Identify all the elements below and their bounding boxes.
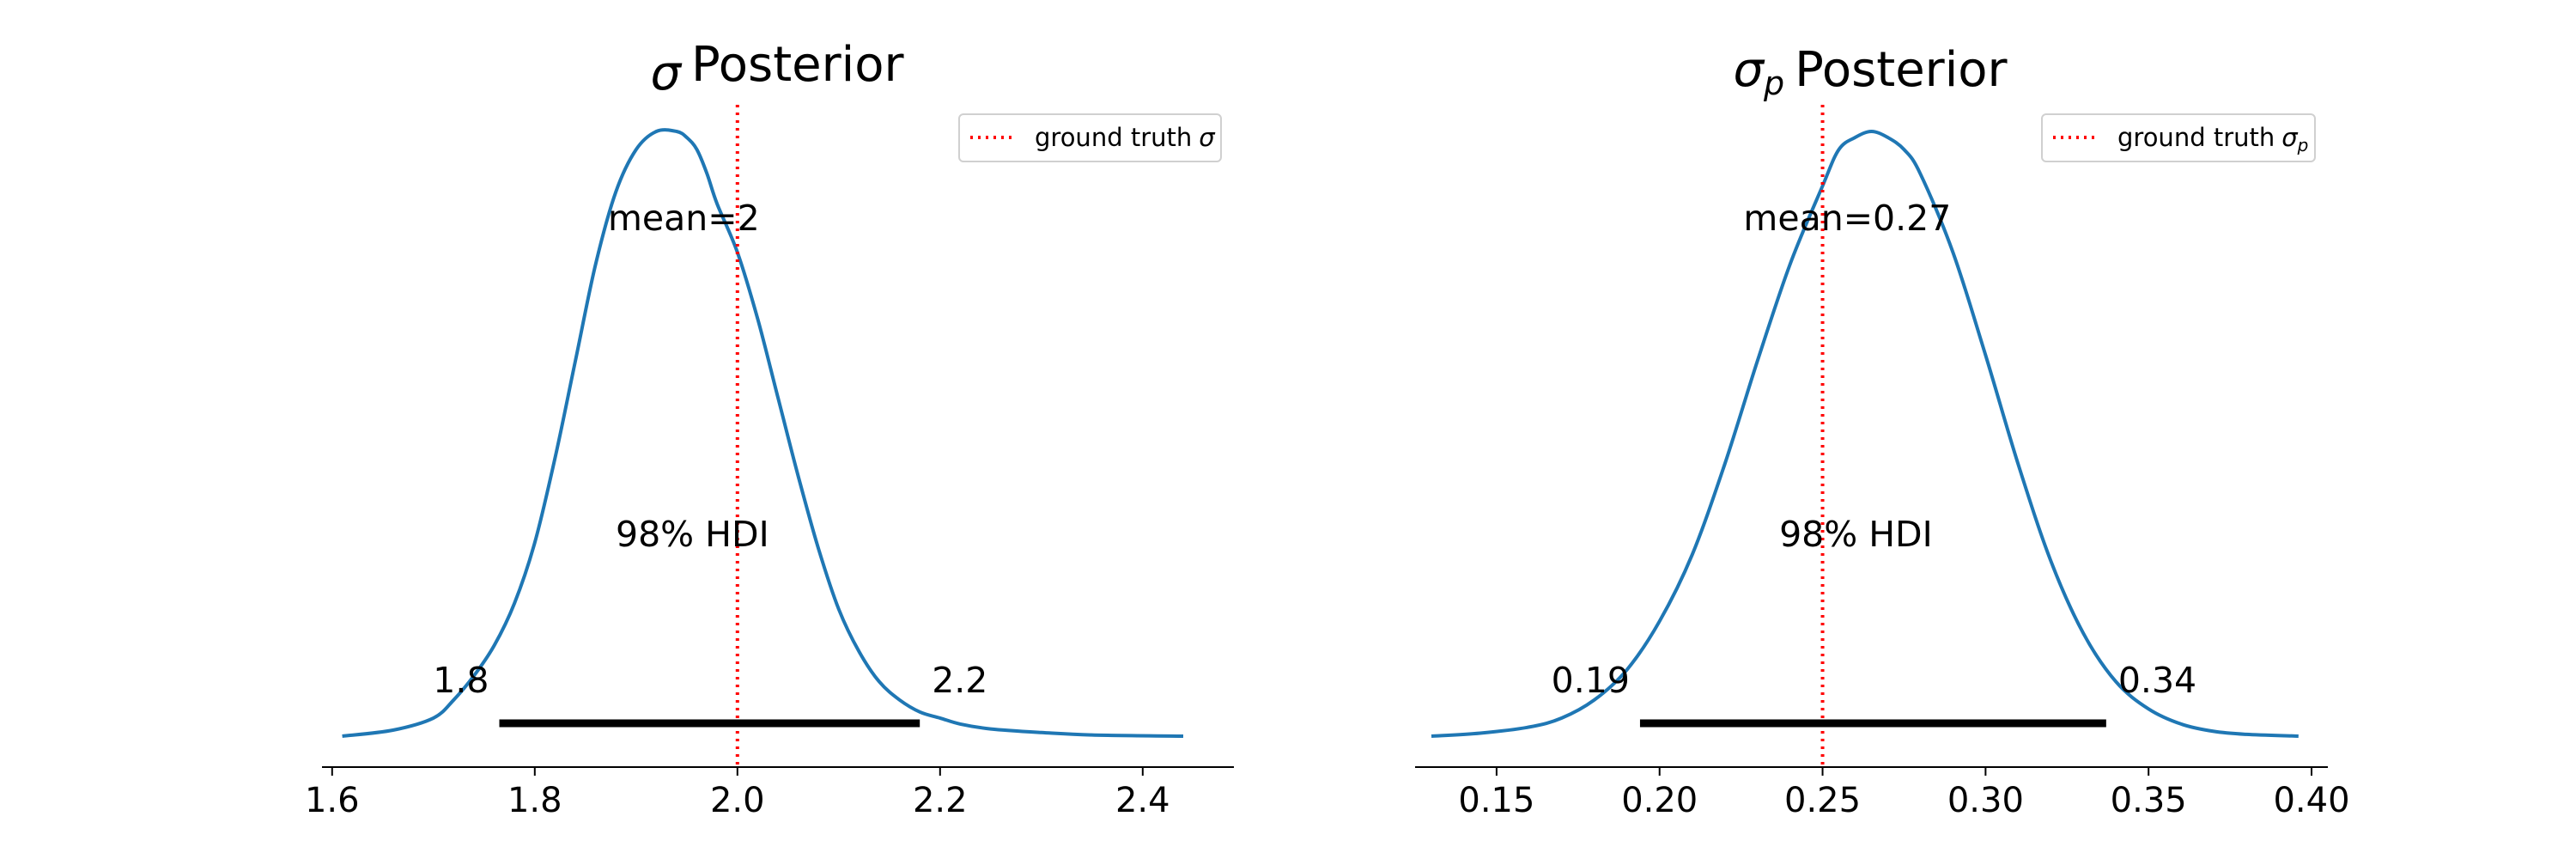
legend-label-text: ground truth [2117,123,2275,152]
mean-label: mean=0.27 [1743,198,1951,239]
x-tick-label: 2.2 [913,781,968,820]
title-symbol: σ [651,46,683,101]
legend-label: ground truth σp [2117,123,2308,155]
hdi-high-label: 2.2 [932,660,987,701]
title-text: Posterior [691,37,904,93]
mean-label: mean=2 [608,198,760,239]
legend-label-subscript: p [2297,135,2309,155]
x-tick-label: 0.40 [2273,781,2349,820]
hdi-label: 98% HDI [616,514,769,555]
x-tick-label: 2.4 [1115,781,1170,820]
legend-label: ground truth σ [1035,123,1216,152]
legend-label-symbol: σ [1199,123,1216,152]
hdi-low-label: 0.19 [1552,660,1630,701]
title-subscript: p [1763,64,1784,102]
panel-sigma-p-posterior: σp Posterior 0.15 0.20 0.25 0.30 0.35 0.40 mea… [1415,42,2350,820]
x-tick-label: 2.0 [710,781,765,820]
legend: ground truth σ [958,113,1222,162]
x-tick-label: 1.6 [305,781,360,820]
legend-label-text: ground truth [1035,123,1192,152]
title-text: Posterior [1795,42,2008,98]
x-tick-label: 0.35 [2111,781,2187,820]
posterior-density-line [342,128,1184,738]
legend-label-symbol: σ [2281,123,2299,152]
legend: ground truth σp [2041,113,2316,162]
x-tick-label: 0.30 [1947,781,2024,820]
x-tick-label: 0.15 [1458,781,1534,820]
legend-box [2041,113,2316,162]
x-tick-label: 0.25 [1784,781,1861,820]
posterior-density-line [1431,129,2299,738]
x-tick-label: 0.20 [1621,781,1698,820]
x-axis-ticks: 0.15 0.20 0.25 0.30 0.35 0.40 [1458,767,2350,820]
x-axis-ticks: 1.6 1.8 2.0 2.2 2.4 [305,767,1170,820]
chart-title: σ Posterior [651,37,905,101]
hdi-low-label: 1.8 [433,660,489,701]
hdi-high-label: 0.34 [2118,660,2196,701]
chart-title: σp Posterior [1733,42,2008,102]
title-symbol: σ [1733,42,1765,98]
x-tick-label: 1.8 [507,781,562,820]
panel-sigma-posterior: σ Posterior 1.6 1.8 2.0 2.2 2.4 mean=2 98% HD… [305,37,1234,820]
legend-box [958,113,1222,162]
hdi-label: 98% HDI [1779,514,1933,555]
